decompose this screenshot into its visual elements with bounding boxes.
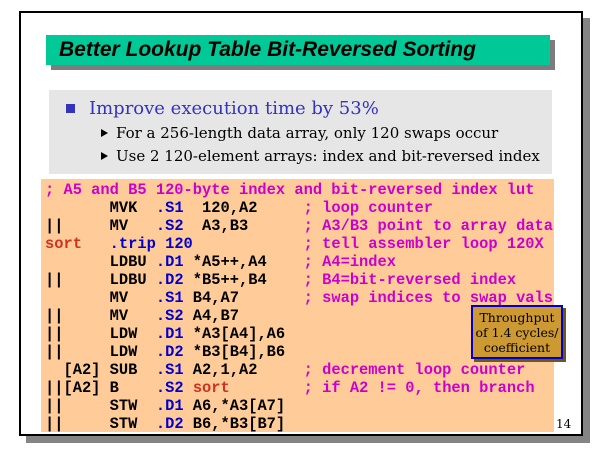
callout-line: of 1.4 cycles/ [475, 325, 559, 340]
sub-bullet-row: Use 2 120-element arrays: index and bit-… [49, 144, 552, 167]
code-listing: ; A5 and B5 120-byte index and bit-rever… [45, 181, 554, 433]
slide-title: Better Lookup Table Bit-Reversed Sorting [59, 38, 476, 61]
page-number: 14 [556, 417, 572, 431]
heading-row: Improve execution time by 53% [49, 90, 552, 121]
code-block: ; A5 and B5 120-byte index and bit-rever… [41, 179, 554, 433]
triangle-bullet-icon [101, 152, 108, 160]
heading-text: Improve execution time by 53% [89, 98, 379, 119]
throughput-callout: Throughput of 1.4 cycles/ coefficient [471, 305, 563, 359]
slide-frame: Better Lookup Table Bit-Reversed Sorting… [19, 11, 583, 436]
triangle-bullet-icon [101, 129, 108, 137]
bullet-box: Improve execution time by 53% For a 256-… [49, 90, 552, 174]
square-bullet-icon [66, 104, 75, 113]
slide-title-bar: Better Lookup Table Bit-Reversed Sorting [46, 35, 550, 65]
sub-bullet-row: For a 256-length data array, only 120 sw… [49, 121, 552, 144]
sub-bullet-text: Use 2 120-element arrays: index and bit-… [116, 147, 540, 165]
callout-line: Throughput [479, 310, 555, 325]
callout-line: coefficient [483, 340, 551, 355]
sub-bullet-text: For a 256-length data array, only 120 sw… [116, 124, 499, 142]
